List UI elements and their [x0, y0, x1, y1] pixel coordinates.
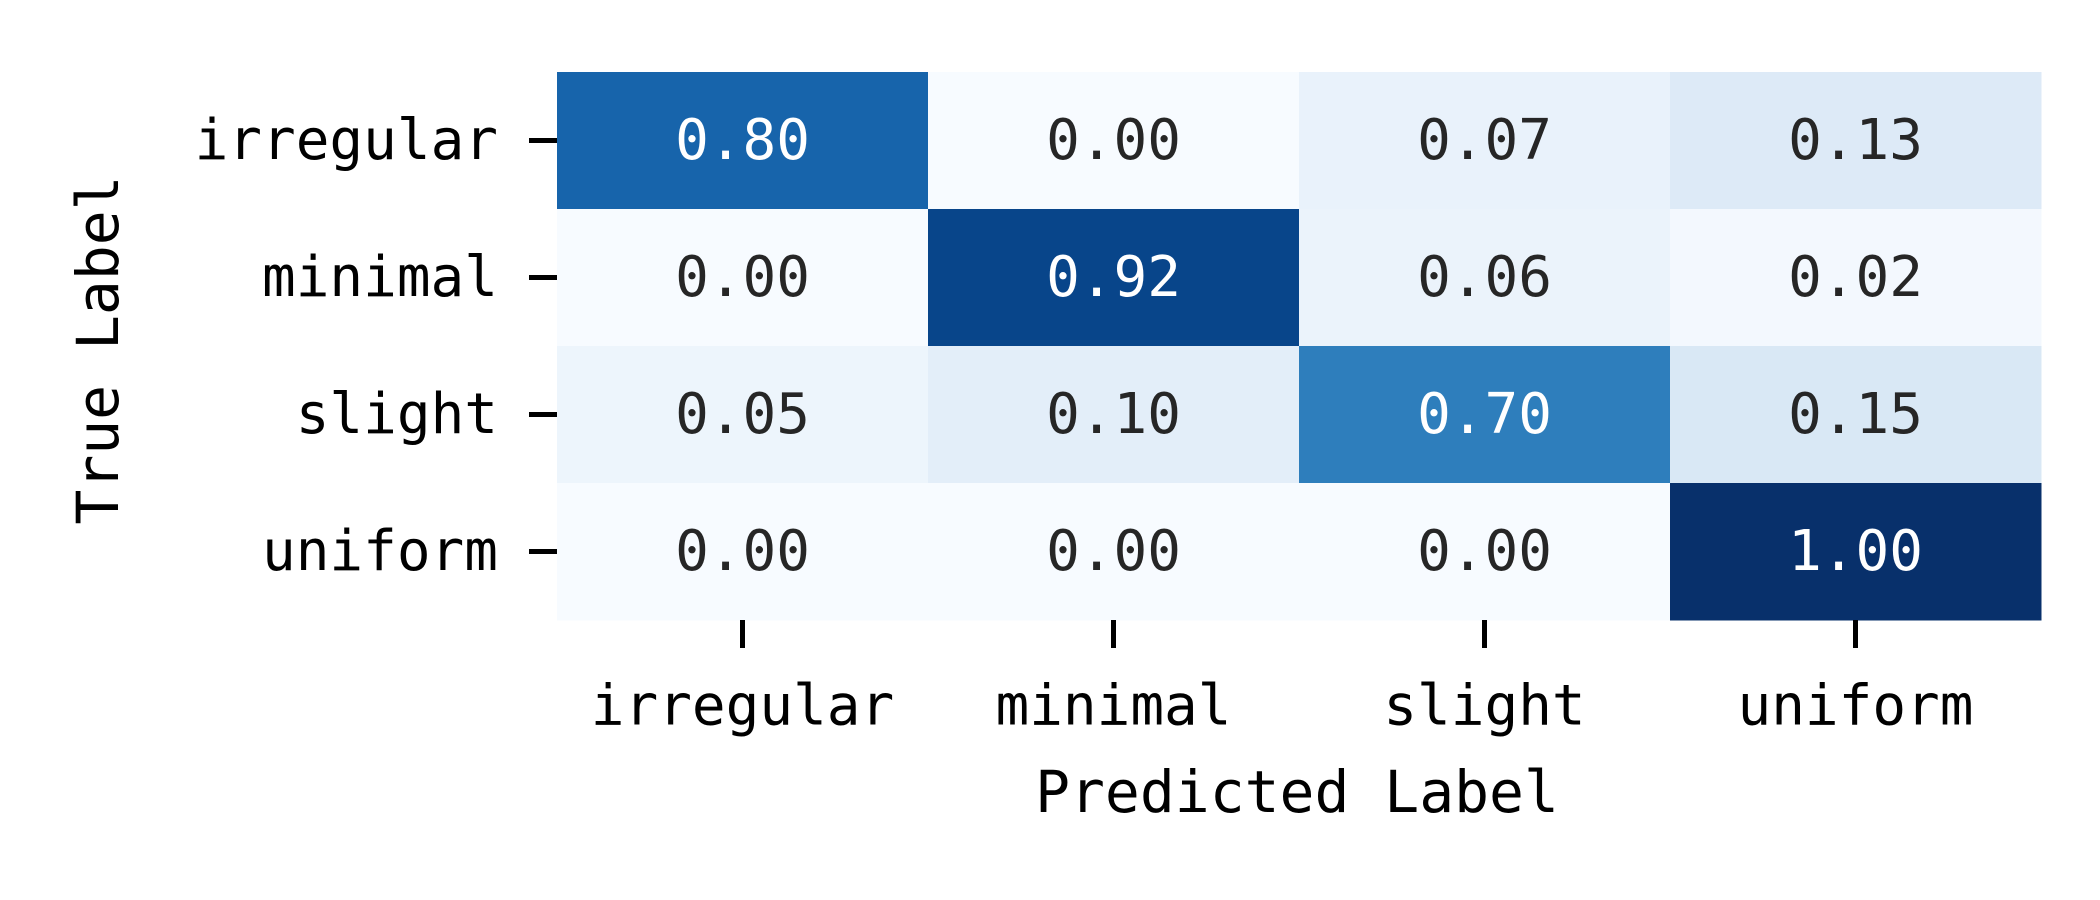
cell-value-label-r1-c1: 0.92	[1046, 245, 1181, 310]
cell-value-label-r1-c2: 0.06	[1417, 245, 1552, 310]
heatmap-cell-r3-c0	[557, 483, 929, 621]
cell-value-label-r3-c3: 1.00	[1788, 519, 1923, 584]
heatmap-cells	[557, 72, 2042, 621]
y-axis-ticks: irregular minimal slight uniform	[195, 108, 557, 584]
heatmap-cell-r2-c0	[557, 346, 929, 484]
y-tick-label-irregular: irregular	[195, 108, 498, 173]
heatmap-cell-r1-c3	[1670, 209, 2042, 347]
heatmap-cell-r0-c2	[1299, 72, 1671, 210]
cell-value-label-r3-c1: 0.00	[1046, 519, 1181, 584]
heatmap-cell-r3-c1	[928, 483, 1300, 621]
heatmap-cell-r1-c0	[557, 209, 929, 347]
x-tick-label-irregular: irregular	[591, 674, 894, 739]
heatmap-cell-r0-c1	[928, 72, 1300, 210]
cell-value-label-r0-c2: 0.07	[1417, 108, 1552, 173]
heatmap-cell-r1-c1	[928, 209, 1300, 347]
heatmap-cell-r0-c3	[1670, 72, 2042, 210]
y-tick-label-minimal: minimal	[262, 245, 498, 310]
cell-value-label-r2-c3: 0.15	[1788, 382, 1923, 447]
heatmap-cell-r3-c3	[1670, 483, 2042, 621]
y-axis-label: True Label	[64, 175, 132, 524]
x-tick-label-slight: slight	[1383, 674, 1585, 739]
y-tick-label-uniform: uniform	[262, 519, 498, 584]
cell-value-label-r2-c0: 0.05	[675, 382, 810, 447]
cell-value-label-r0-c1: 0.00	[1046, 108, 1181, 173]
x-tick-label-uniform: uniform	[1737, 674, 1973, 739]
heatmap-cell-r2-c2	[1299, 346, 1671, 484]
y-tick-label-slight: slight	[296, 382, 498, 447]
heatmap-cell-labels: 0.80 0.00 0.07 0.13 0.00 0.92 0.06 0.02 0.05 0.10…	[675, 108, 1923, 584]
x-tick-label-minimal: minimal	[995, 674, 1231, 739]
x-axis-label: Predicted Label	[1035, 758, 1559, 826]
heatmap-cell-r3-c2	[1299, 483, 1671, 621]
cell-value-label-r2-c1: 0.10	[1046, 382, 1181, 447]
cell-value-label-r1-c3: 0.02	[1788, 245, 1923, 310]
cell-value-label-r0-c3: 0.13	[1788, 108, 1923, 173]
heatmap-cell-r1-c2	[1299, 209, 1671, 347]
heatmap-cell-r0-c0	[557, 72, 929, 210]
cell-value-label-r2-c2: 0.70	[1417, 382, 1552, 447]
cell-value-label-r0-c0: 0.80	[675, 108, 810, 173]
x-axis-ticks: irregular minimal slight uniform	[591, 620, 1974, 739]
cell-value-label-r3-c2: 0.00	[1417, 519, 1552, 584]
cell-value-label-r1-c0: 0.00	[675, 245, 810, 310]
cell-value-label-r3-c0: 0.00	[675, 519, 810, 584]
heatmap-cell-r2-c3	[1670, 346, 2042, 484]
heatmap-cell-r2-c1	[928, 346, 1300, 484]
